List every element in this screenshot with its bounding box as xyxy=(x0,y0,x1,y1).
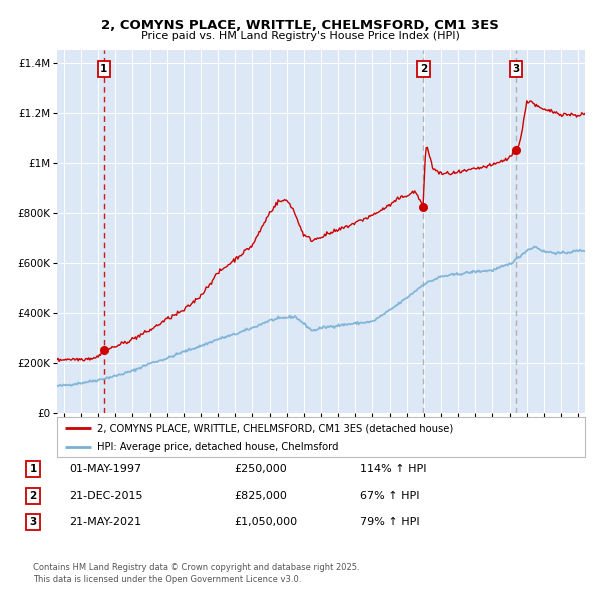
Text: Price paid vs. HM Land Registry's House Price Index (HPI): Price paid vs. HM Land Registry's House … xyxy=(140,31,460,41)
Text: 67% ↑ HPI: 67% ↑ HPI xyxy=(360,491,419,500)
Text: 2, COMYNS PLACE, WRITTLE, CHELMSFORD, CM1 3ES: 2, COMYNS PLACE, WRITTLE, CHELMSFORD, CM… xyxy=(101,19,499,32)
Text: 2: 2 xyxy=(29,491,37,500)
Text: 114% ↑ HPI: 114% ↑ HPI xyxy=(360,464,427,474)
Text: HPI: Average price, detached house, Chelmsford: HPI: Average price, detached house, Chel… xyxy=(97,442,338,452)
Text: 2: 2 xyxy=(420,64,427,74)
Text: 21-DEC-2015: 21-DEC-2015 xyxy=(69,491,143,500)
Text: £825,000: £825,000 xyxy=(234,491,287,500)
Text: 3: 3 xyxy=(29,517,37,527)
Text: 2, COMYNS PLACE, WRITTLE, CHELMSFORD, CM1 3ES (detached house): 2, COMYNS PLACE, WRITTLE, CHELMSFORD, CM… xyxy=(97,424,453,434)
Text: Contains HM Land Registry data © Crown copyright and database right 2025.
This d: Contains HM Land Registry data © Crown c… xyxy=(33,563,359,584)
Text: 79% ↑ HPI: 79% ↑ HPI xyxy=(360,517,419,527)
Text: £1,050,000: £1,050,000 xyxy=(234,517,297,527)
Text: 21-MAY-2021: 21-MAY-2021 xyxy=(69,517,141,527)
Text: 1: 1 xyxy=(29,464,37,474)
Text: 1: 1 xyxy=(100,64,107,74)
Text: £250,000: £250,000 xyxy=(234,464,287,474)
Text: 01-MAY-1997: 01-MAY-1997 xyxy=(69,464,141,474)
Text: 3: 3 xyxy=(512,64,520,74)
